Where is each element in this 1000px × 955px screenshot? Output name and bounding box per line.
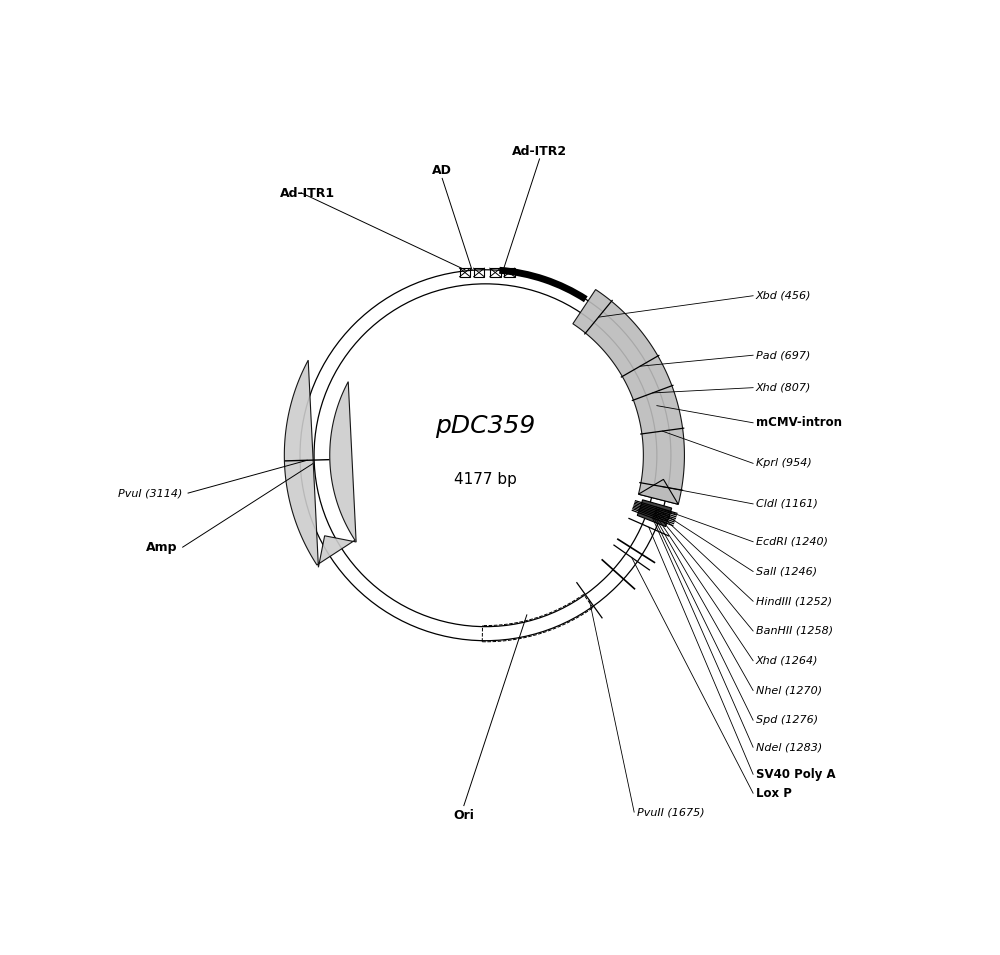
Bar	[504, 268, 515, 277]
Bar	[474, 268, 484, 277]
Text: BanHII (1258): BanHII (1258)	[756, 626, 833, 636]
Text: Nhel (1270): Nhel (1270)	[756, 686, 822, 695]
Text: mCMV-intron: mCMV-intron	[756, 416, 842, 430]
Text: Xhd (1264): Xhd (1264)	[756, 656, 818, 666]
Text: 4177 bp: 4177 bp	[454, 472, 517, 487]
Text: SV40 Poly A: SV40 Poly A	[756, 768, 835, 781]
Text: EcdRI (1240): EcdRI (1240)	[756, 537, 828, 547]
Polygon shape	[573, 289, 684, 504]
Text: pDC359: pDC359	[435, 414, 536, 437]
Text: AD: AD	[432, 163, 452, 177]
Text: Ndel (1283): Ndel (1283)	[756, 742, 822, 753]
Text: SalI (1246): SalI (1246)	[756, 566, 817, 577]
Polygon shape	[638, 479, 678, 504]
Bar	[490, 268, 501, 277]
Text: Lox P: Lox P	[756, 787, 792, 799]
Text: Cldl (1161): Cldl (1161)	[756, 499, 818, 509]
Text: Xhd (807): Xhd (807)	[756, 383, 811, 393]
Text: Spd (1276): Spd (1276)	[756, 715, 818, 725]
Text: PvuII (1675): PvuII (1675)	[637, 807, 704, 817]
Text: HindIII (1252): HindIII (1252)	[756, 596, 832, 606]
Text: Xbd (456): Xbd (456)	[756, 290, 811, 301]
Polygon shape	[637, 499, 672, 526]
Text: Ori: Ori	[453, 810, 474, 822]
Text: Pad (697): Pad (697)	[756, 350, 810, 360]
Text: Ad-ITR1: Ad-ITR1	[280, 186, 335, 200]
Text: PvuI (3114): PvuI (3114)	[118, 488, 183, 499]
Polygon shape	[284, 360, 356, 567]
Text: Kprl (954): Kprl (954)	[756, 458, 812, 468]
Bar	[460, 268, 470, 277]
Text: Amp: Amp	[146, 541, 177, 554]
Text: Ad-ITR2: Ad-ITR2	[512, 145, 567, 158]
